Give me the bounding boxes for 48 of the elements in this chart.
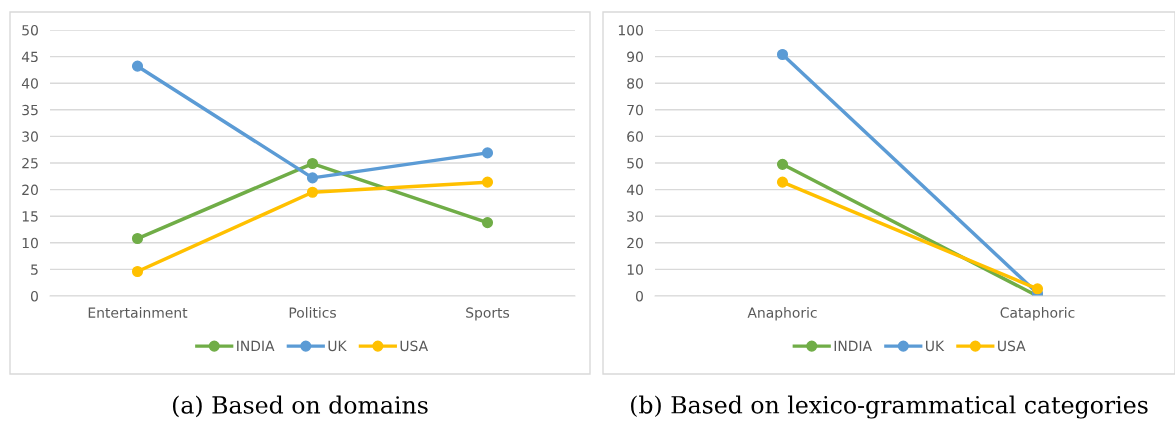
y-tick-label: 80 [627, 78, 643, 89]
y-tick-label: 70 [627, 104, 643, 116]
point [481, 147, 494, 159]
y-tick-label: 45 [21, 51, 38, 63]
y-tick-label: 50 [22, 24, 38, 36]
legend-label: USA [400, 340, 429, 352]
y-tick-label: 0 [30, 290, 38, 302]
y-tick-label: 10 [22, 237, 38, 249]
point [1031, 283, 1044, 295]
point [131, 265, 144, 278]
x-tick-label: Cataphoric [1000, 307, 1075, 321]
x-tick-label: Politics [289, 307, 336, 318]
y-tick-label: 20 [22, 184, 38, 196]
point [131, 232, 144, 245]
point [776, 176, 789, 188]
y-tick-label: 20 [627, 237, 643, 249]
point [481, 176, 494, 188]
y-tick-label: 15 [22, 211, 38, 222]
y-tick-label: 0 [635, 290, 643, 302]
text: (b) Based on lexico-grammatical categories [631, 395, 1148, 419]
text: (a) Based on domains [173, 395, 428, 418]
y-tick-label: 60 [627, 131, 643, 142]
y-tick-label: 30 [22, 131, 38, 142]
x-tick-label: Entertainment [88, 307, 188, 318]
y-tick-label: 5 [31, 264, 38, 275]
y-tick-label: 40 [626, 184, 643, 196]
point [306, 157, 319, 170]
y-tick-label: 50 [627, 157, 643, 169]
y-tick-label: 10 [627, 264, 643, 275]
x-tick-label: Sports [466, 307, 510, 321]
point [131, 60, 144, 72]
point [776, 158, 789, 170]
legend-label: UK [926, 340, 945, 352]
y-tick-label: 40 [21, 78, 38, 89]
y-tick-label: 100 [618, 24, 643, 36]
y-tick-label: 90 [627, 51, 643, 63]
y-tick-label: 30 [627, 211, 643, 222]
legend-label: INDIA [237, 340, 275, 351]
legend-label: INDIA [834, 340, 872, 351]
point [481, 217, 494, 229]
legend-label: USA [998, 340, 1026, 352]
point [306, 172, 319, 184]
y-tick-label: 25 [22, 157, 38, 169]
point [776, 48, 789, 61]
point [306, 186, 319, 198]
x-tick-label: Anaphoric [747, 307, 817, 321]
y-tick-label: 35 [22, 104, 38, 116]
legend-label: UK [328, 340, 347, 352]
